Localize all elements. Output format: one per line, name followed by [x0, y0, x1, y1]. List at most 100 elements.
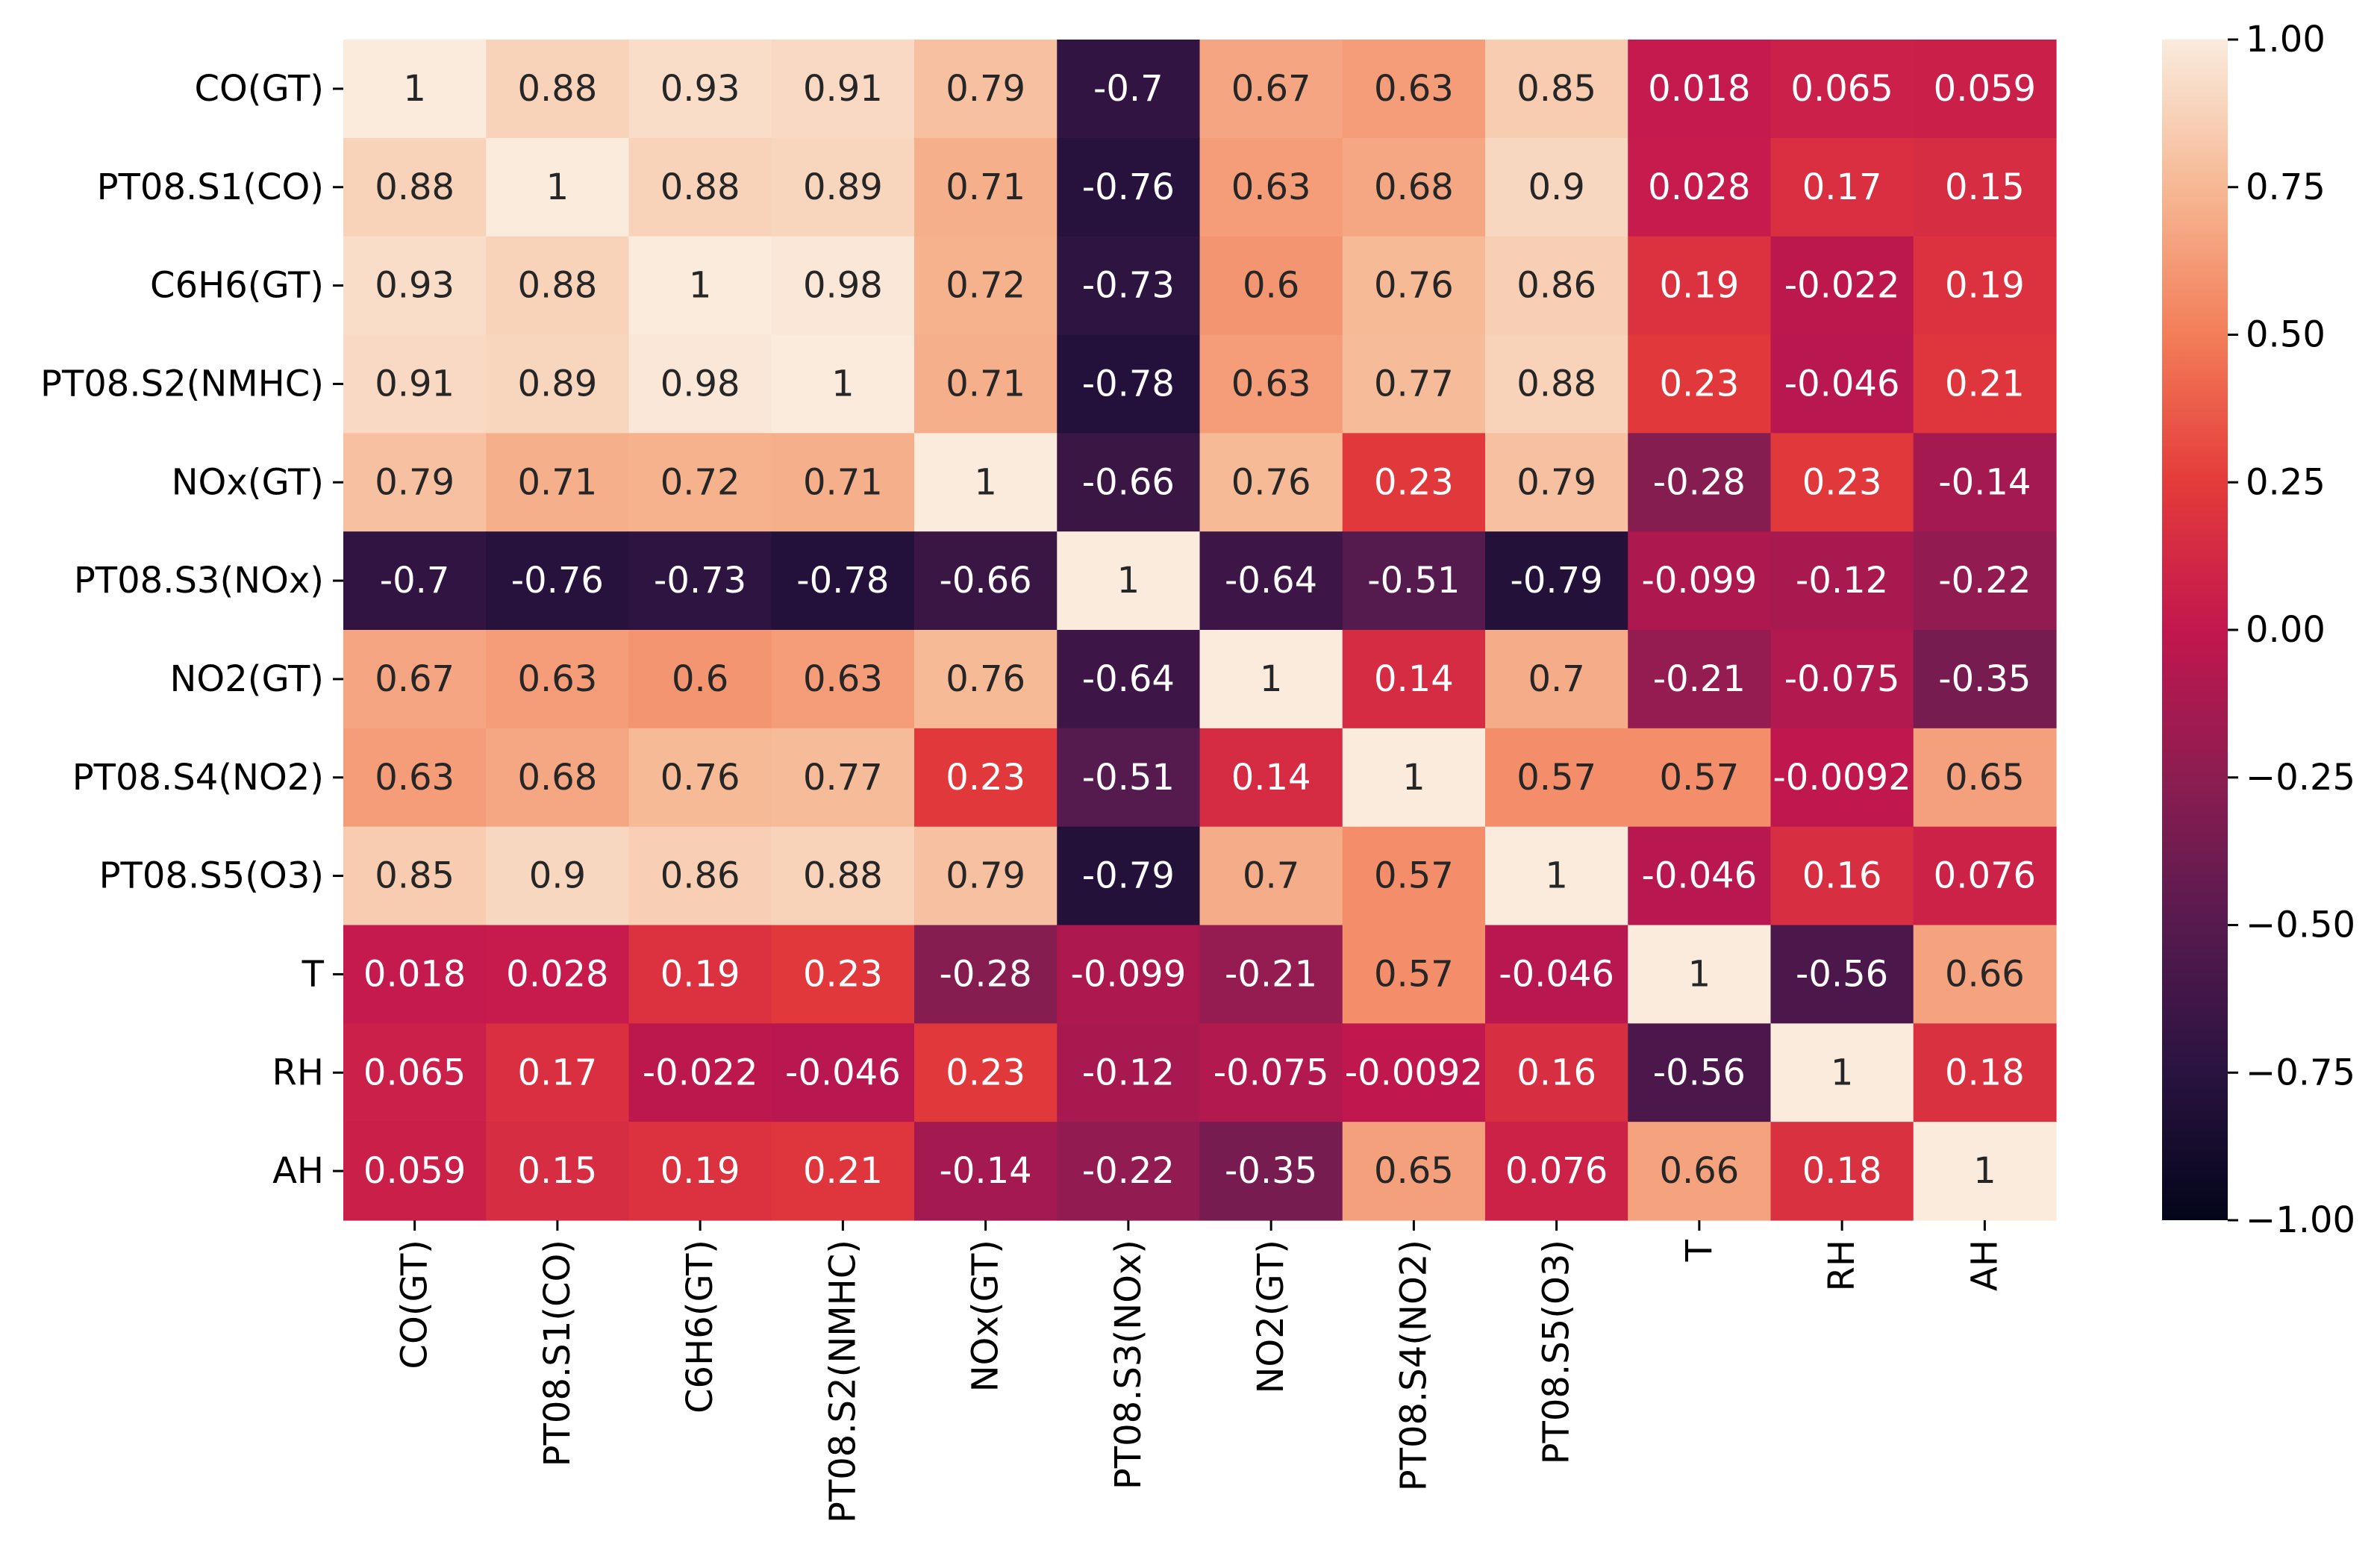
colorbar-tick-label: 1.00 — [2246, 19, 2326, 60]
cell-value-label: 1 — [1688, 953, 1711, 995]
cell-value-label: 0.19 — [1945, 265, 2025, 307]
cell-value-label: -0.64 — [1082, 658, 1175, 700]
colorbar-tick-label: −1.00 — [2246, 1199, 2355, 1241]
cell-value-label: 0.63 — [375, 757, 455, 799]
heatmap-cell — [486, 334, 630, 434]
cell-value-label: 0.23 — [1659, 363, 1739, 405]
heatmap-cell — [1199, 433, 1343, 532]
cell-value-label: 0.9 — [1528, 166, 1584, 208]
row-tick-label: NO2(GT) — [170, 658, 324, 700]
cell-value-label: -0.22 — [1938, 560, 2031, 602]
cell-value-label: 0.065 — [1790, 68, 1893, 110]
cell-value-label: -0.35 — [1938, 658, 2031, 700]
cell-value-label: 0.17 — [1802, 166, 1882, 208]
cell-value-label: 0.72 — [660, 461, 740, 503]
cell-value-label: -0.022 — [1784, 265, 1900, 307]
colorbar-tick-label: 0.50 — [2246, 314, 2326, 356]
cell-value-label: -0.075 — [1784, 658, 1900, 700]
heatmap-cell — [628, 433, 772, 532]
heatmap-cell — [628, 630, 772, 729]
cell-value-label: 0.16 — [1517, 1052, 1596, 1093]
cell-value-label: -0.79 — [1511, 560, 1603, 602]
cell-value-label: 0.57 — [1374, 953, 1454, 995]
heatmap-cell — [1057, 40, 1201, 139]
cell-value-label: 0.63 — [1231, 166, 1311, 208]
heatmap-cell — [343, 433, 487, 532]
heatmap-cell — [1628, 433, 1772, 532]
cell-value-label: -0.56 — [1796, 953, 1888, 995]
column-tick-label: AH — [1964, 1240, 2005, 1291]
column-tick-label: PT08.S3(NOx) — [1108, 1240, 1149, 1490]
heatmap-cell — [343, 1122, 487, 1221]
cell-value-label: 0.91 — [375, 363, 455, 405]
heatmap-cell — [1913, 630, 2057, 729]
heatmap-cell — [343, 826, 487, 926]
heatmap-cell — [914, 236, 1058, 336]
heatmap-cell — [1199, 925, 1343, 1024]
heatmap-cell — [771, 925, 915, 1024]
column-tick-label: PT08.S1(CO) — [537, 1240, 578, 1467]
heatmap-cell — [486, 925, 630, 1024]
heatmap-cell — [1485, 630, 1628, 729]
cell-value-label: 0.19 — [660, 953, 740, 995]
cell-value-label: 0.88 — [1517, 363, 1596, 405]
cell-value-label: 0.23 — [946, 757, 1025, 799]
colorbar-tick-label: −0.75 — [2246, 1052, 2355, 1093]
heatmap-cell — [1342, 925, 1486, 1024]
heatmap-cell — [914, 334, 1058, 434]
heatmap-cell — [628, 40, 772, 139]
heatmap-cell — [1342, 1122, 1486, 1221]
cell-value-label: 0.88 — [375, 166, 455, 208]
cell-value-label: 0.21 — [803, 1150, 883, 1192]
cell-value-label: 0.018 — [363, 953, 466, 995]
heatmap-cell — [1770, 1122, 1914, 1221]
cell-value-label: 1 — [1117, 560, 1140, 602]
row-tick-label: PT08.S3(NOx) — [74, 560, 324, 602]
cell-value-label: 0.23 — [1802, 461, 1882, 503]
heatmap-cell — [486, 630, 630, 729]
heatmap-cell — [1913, 137, 2057, 237]
heatmap-cells: 1 0.88 0.93 0.91 0.79 -0.7 0.67 0.63 0.85 0.018 0.… — [343, 40, 2057, 1221]
colorbar-gradient — [2162, 40, 2228, 1220]
column-tick-label: PT08.S4(NO2) — [1393, 1240, 1434, 1491]
heatmap-cell — [1057, 728, 1201, 828]
cell-value-label: 0.23 — [946, 1052, 1025, 1093]
cell-value-label: 0.88 — [517, 68, 597, 110]
cell-value-label: 0.65 — [1374, 1150, 1454, 1192]
cell-value-label: 0.065 — [363, 1052, 466, 1093]
cell-value-label: 0.72 — [946, 265, 1025, 307]
heatmap-cell — [1770, 531, 1914, 631]
cell-value-label: 0.076 — [1934, 855, 2036, 897]
cell-value-label: -0.35 — [1225, 1150, 1317, 1192]
cell-value-label: 0.66 — [1945, 953, 2025, 995]
row-tick-label: C6H6(GT) — [150, 265, 324, 307]
cell-value-label: 1 — [1260, 658, 1283, 700]
heatmap-cell — [1913, 728, 2057, 828]
cell-value-label: 0.14 — [1374, 658, 1454, 700]
row-tick-label: RH — [272, 1052, 324, 1093]
cell-value-label: 0.66 — [1659, 1150, 1739, 1192]
cell-value-label: -0.12 — [1082, 1052, 1175, 1093]
cell-value-label: -0.14 — [1938, 461, 2031, 503]
heatmap-cell — [628, 531, 772, 631]
heatmap-cell — [771, 728, 915, 828]
heatmap-cell — [914, 1023, 1058, 1122]
cell-value-label: 0.98 — [803, 265, 883, 307]
cell-value-label: 0.76 — [660, 757, 740, 799]
cell-value-label: -0.73 — [1082, 265, 1175, 307]
heatmap-cell — [914, 433, 1058, 532]
cell-value-label: 0.15 — [517, 1150, 597, 1192]
cell-value-label: -0.78 — [796, 560, 889, 602]
colorbar-tick-label: 0.75 — [2246, 166, 2326, 208]
cell-value-label: 0.9 — [529, 855, 586, 897]
heatmap-cell — [343, 334, 487, 434]
heatmap-cell — [771, 531, 915, 631]
cell-value-label: 0.19 — [1659, 265, 1739, 307]
cell-value-label: 0.77 — [1374, 363, 1454, 405]
heatmap-cell — [771, 630, 915, 729]
cell-value-label: 0.71 — [517, 461, 597, 503]
heatmap-cell — [1770, 728, 1914, 828]
heatmap-cell — [1628, 1122, 1772, 1221]
cell-value-label: 0.63 — [1374, 68, 1454, 110]
